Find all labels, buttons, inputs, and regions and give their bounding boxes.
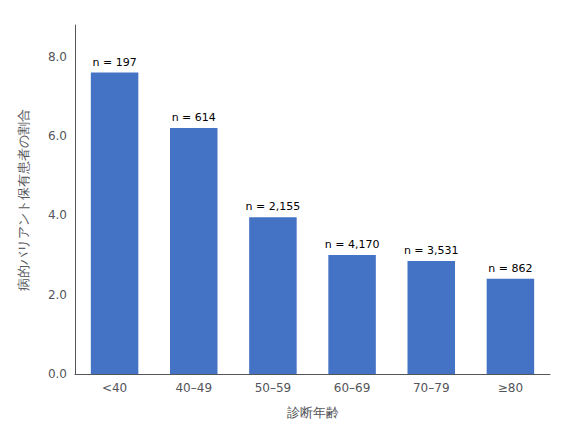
- svg-text:n = 197: n = 197: [92, 56, 136, 69]
- svg-text:≥80: ≥80: [498, 381, 523, 395]
- svg-text:<40: <40: [102, 381, 127, 395]
- svg-text:n = 3,531: n = 3,531: [404, 244, 459, 257]
- svg-text:4.0: 4.0: [48, 208, 67, 222]
- svg-text:6.0: 6.0: [48, 129, 67, 143]
- svg-text:病的バリアント保有患者の割合: 病的バリアント保有患者の割合: [16, 109, 31, 291]
- svg-text:8.0: 8.0: [48, 50, 67, 64]
- svg-text:n = 2,155: n = 2,155: [246, 200, 301, 213]
- svg-text:診断年齢: 診断年齢: [287, 405, 339, 420]
- svg-text:60–69: 60–69: [334, 381, 371, 395]
- svg-text:n = 4,170: n = 4,170: [325, 238, 380, 251]
- svg-text:n = 614: n = 614: [172, 111, 216, 124]
- svg-text:2.0: 2.0: [48, 288, 67, 302]
- svg-text:70–79: 70–79: [413, 381, 450, 395]
- svg-text:0.0: 0.0: [48, 367, 67, 381]
- svg-text:50–59: 50–59: [255, 381, 292, 395]
- svg-text:40–49: 40–49: [175, 381, 212, 395]
- svg-text:n = 862: n = 862: [488, 262, 532, 275]
